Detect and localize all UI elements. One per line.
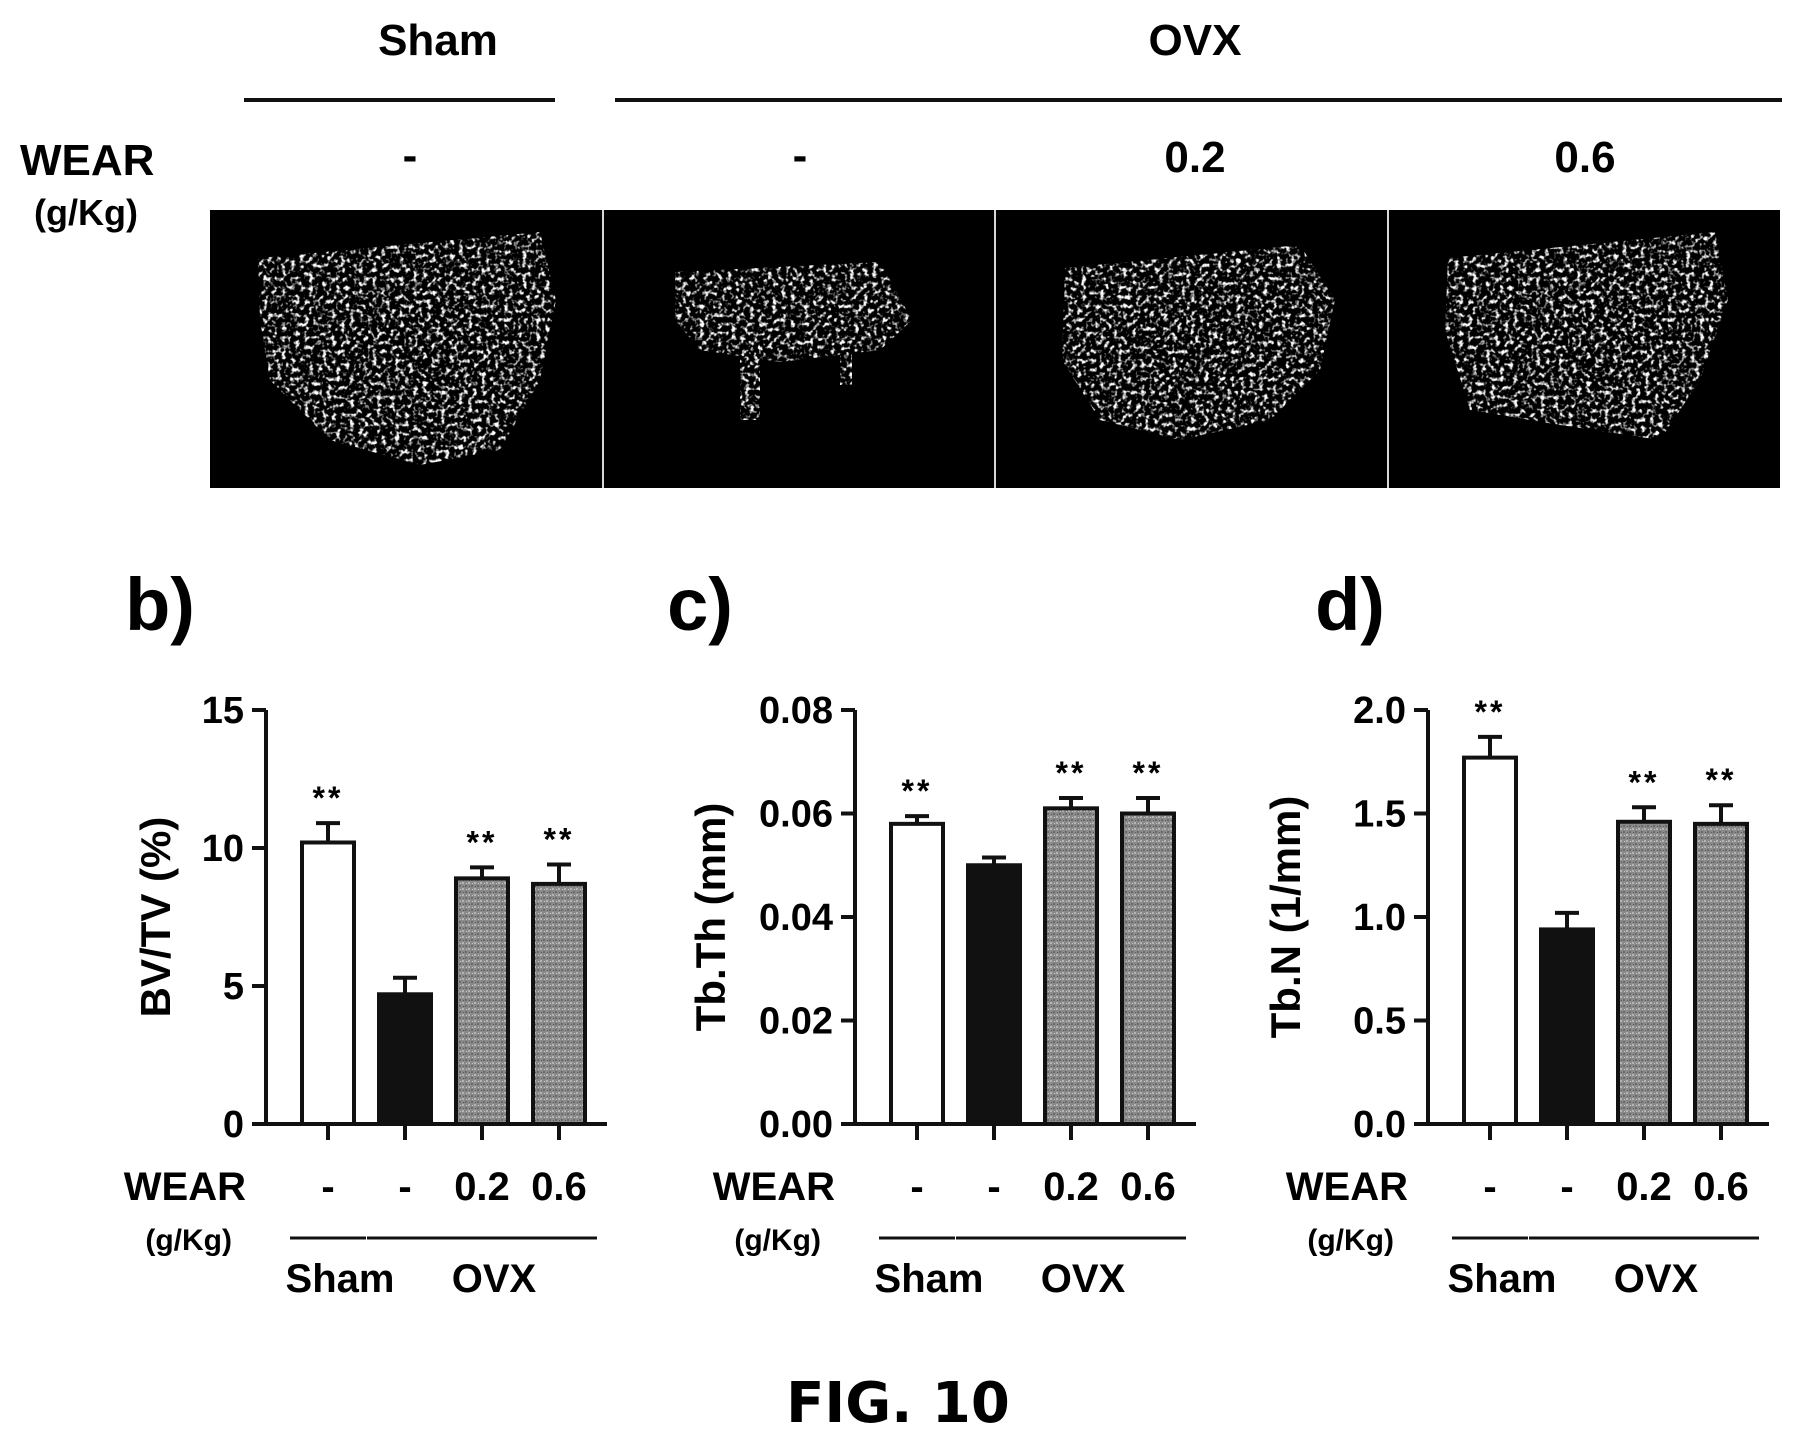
dose-tick-label: 0.2 <box>1043 1165 1099 1209</box>
y-tick-label: 0.02 <box>759 1001 833 1043</box>
bar <box>531 881 587 1126</box>
bar <box>300 840 356 1126</box>
bar <box>377 992 433 1127</box>
y-axis-label: Tb.N (1/mm) <box>1262 796 1309 1039</box>
top-dose-3: 0.2 <box>1164 133 1225 182</box>
dose-tick-label: 0.6 <box>531 1165 587 1209</box>
dose-tick-label: 0.6 <box>1693 1165 1749 1209</box>
panel-label: c) <box>667 563 733 646</box>
significance-marker: ** <box>544 822 575 858</box>
y-tick-label: 0.04 <box>759 897 833 939</box>
significance-marker: ** <box>313 780 344 816</box>
dose-label-line1: WEAR <box>124 1165 246 1209</box>
figure-caption: FIG. 10 <box>786 1371 1010 1436</box>
group-ovx-label: OVX <box>452 1257 537 1301</box>
y-tick-label: 0.0 <box>1353 1104 1406 1146</box>
top-dose-label-line1: WEAR <box>20 136 154 185</box>
dose-tick-label: - <box>987 1165 1000 1209</box>
group-ovx-label: OVX <box>1041 1257 1126 1301</box>
significance-marker: ** <box>902 773 933 809</box>
bar <box>1043 806 1099 1126</box>
y-tick-label: 5 <box>223 966 244 1008</box>
y-tick-label: 2.0 <box>1353 690 1406 732</box>
microct-image-strip <box>210 210 1780 488</box>
dose-tick-label: 0.6 <box>1120 1165 1176 1209</box>
dose-tick-label: - <box>321 1165 334 1209</box>
y-tick-label: 15 <box>202 690 244 732</box>
bar <box>1693 821 1749 1126</box>
y-axis-label: BV/TV (%) <box>132 817 179 1018</box>
group-ovx-label: OVX <box>1614 1257 1699 1301</box>
dose-label-line2: (g/Kg) <box>145 1224 232 1257</box>
top-dose-2: - <box>793 131 808 180</box>
y-tick-label: 0.5 <box>1353 1001 1406 1043</box>
chart-panel-b: b) 0 5 10 15 BV/TV (%) ** - - ** 0.2 ** 0.6 WEAR (g/Kg… <box>124 563 607 1301</box>
panel-label: b) <box>125 563 195 646</box>
group-sham-label: Sham <box>875 1257 984 1301</box>
significance-marker: ** <box>1133 755 1164 791</box>
dose-label-line1: WEAR <box>1286 1165 1408 1209</box>
chart-panel-c: c) 0.00 0.02 0.04 0.06 0.08 Tb.Th (mm) ** - - ** 0.… <box>667 563 1196 1301</box>
y-tick-label: 0.06 <box>759 794 833 836</box>
dose-label-line2: (g/Kg) <box>1307 1224 1394 1257</box>
bar <box>1616 819 1672 1127</box>
bar <box>454 876 510 1126</box>
dose-tick-label: 0.2 <box>1616 1165 1672 1209</box>
bar <box>966 863 1022 1126</box>
top-group-ovx-label: OVX <box>1149 16 1242 65</box>
dose-tick-label: - <box>910 1165 923 1209</box>
panel-label: d) <box>1315 563 1385 646</box>
y-tick-label: 1.5 <box>1353 794 1406 836</box>
y-axis-label: Tb.Th (mm) <box>687 803 734 1032</box>
group-sham-label: Sham <box>286 1257 395 1301</box>
y-tick-label: 0.00 <box>759 1104 833 1146</box>
significance-marker: ** <box>1475 694 1506 730</box>
bar <box>889 821 945 1126</box>
dose-tick-label: - <box>398 1165 411 1209</box>
top-dose-label-line2: (g/Kg) <box>34 192 138 233</box>
microct-image-wear-0.6 <box>1445 232 1728 440</box>
bar <box>1120 811 1176 1126</box>
dose-tick-label: - <box>1560 1165 1573 1209</box>
chart-panel-d: d) 0.0 0.5 1.0 1.5 2.0 Tb.N (1/mm) ** - - ** 0.2 ** 0… <box>1262 563 1769 1301</box>
top-group-sham-label: Sham <box>378 16 498 65</box>
dose-label-line1: WEAR <box>713 1165 835 1209</box>
top-dose-1: - <box>403 131 418 180</box>
significance-marker: ** <box>467 824 498 860</box>
dose-tick-label: 0.2 <box>454 1165 510 1209</box>
group-sham-label: Sham <box>1448 1257 1557 1301</box>
dose-label-line2: (g/Kg) <box>734 1224 821 1257</box>
bar <box>1462 755 1518 1126</box>
y-tick-label: 10 <box>202 828 244 870</box>
y-tick-label: 0 <box>223 1104 244 1146</box>
top-dose-4: 0.6 <box>1554 133 1615 182</box>
y-tick-label: 1.0 <box>1353 897 1406 939</box>
y-tick-label: 0.08 <box>759 690 833 732</box>
significance-marker: ** <box>1706 762 1737 798</box>
dose-tick-label: - <box>1483 1165 1496 1209</box>
significance-marker: ** <box>1629 764 1660 800</box>
bar <box>1539 927 1595 1126</box>
significance-marker: ** <box>1056 755 1087 791</box>
